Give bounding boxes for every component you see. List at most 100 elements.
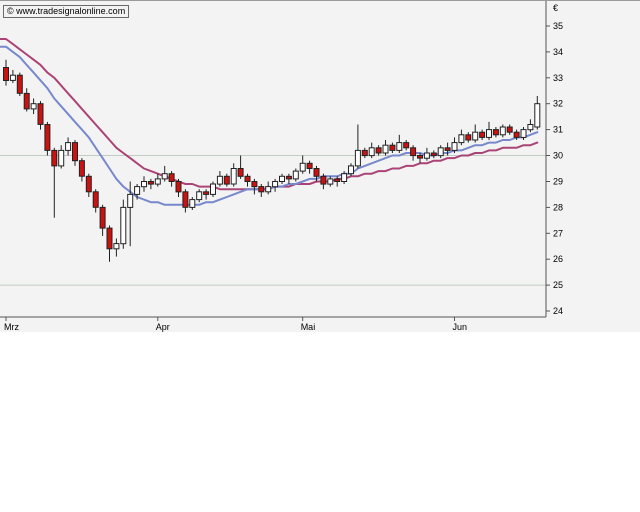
price-chart-panel: © www.tradesignalonline.com 24 25 26 27 28 29…	[0, 0, 640, 332]
candle-down	[506, 126, 513, 133]
y-tick-label: 29	[553, 177, 563, 187]
month-label: Jun	[453, 322, 468, 332]
candle-up	[458, 134, 465, 144]
candle-down	[444, 147, 451, 151]
candle-up	[396, 142, 403, 151]
candle-down	[410, 147, 417, 157]
candle-up	[292, 170, 299, 180]
candle-down	[244, 175, 251, 183]
candle-down	[258, 186, 265, 193]
candle-up	[230, 168, 237, 185]
candle-down	[320, 175, 327, 185]
candle-down	[361, 149, 368, 157]
empty-page-area	[0, 332, 640, 512]
y-tick-label: 27	[553, 228, 563, 238]
candle-up	[354, 149, 361, 167]
month-label: Mai	[301, 322, 316, 332]
candle-down	[513, 131, 520, 138]
candle-up	[437, 147, 444, 157]
y-tick-label: 31	[553, 125, 563, 135]
candle-down	[182, 191, 189, 208]
y-tick-label: 34	[553, 47, 563, 57]
candle-down	[175, 181, 182, 193]
candle-up	[134, 186, 141, 195]
watermark-label: © www.tradesignalonline.com	[3, 5, 130, 18]
candle-down	[465, 134, 472, 141]
candle-down	[479, 131, 486, 138]
candle-up	[216, 175, 223, 185]
candle-down	[417, 155, 423, 159]
candle-up	[189, 199, 196, 208]
candle-down	[85, 175, 92, 193]
candle-up	[423, 152, 430, 159]
candle-down	[403, 142, 410, 149]
y-tick-label: 28	[553, 202, 563, 212]
candle-down	[285, 175, 292, 180]
candle-down	[99, 206, 106, 229]
candle-up	[265, 186, 272, 193]
candle-up	[348, 165, 354, 175]
candle-down	[44, 124, 51, 151]
candle-down	[51, 149, 58, 167]
y-tick-label: 25	[553, 280, 563, 290]
candle-up	[341, 173, 348, 182]
candle-up	[527, 124, 534, 131]
y-tick-label: 35	[553, 21, 563, 31]
candle-down	[306, 162, 313, 170]
candle-down	[223, 175, 230, 185]
y-tick-label: 26	[553, 254, 563, 264]
candle-up	[9, 74, 16, 81]
candle-up	[327, 178, 334, 185]
candle-down	[389, 144, 396, 151]
candle-up	[520, 129, 527, 138]
candlestick-chart-svg: 24 25 26 27 28 29 30 31 32 33 34 35 € Mrz Apr Mai Jun	[0, 1, 563, 332]
candle-down	[78, 160, 85, 177]
candle-up	[272, 181, 279, 188]
moving-average-fast-line	[0, 45, 539, 206]
candle-down	[72, 142, 78, 162]
candle-down	[203, 191, 210, 195]
candle-down	[147, 181, 154, 185]
candle-up	[472, 131, 479, 141]
candle-down	[168, 173, 175, 182]
candle-down	[334, 178, 341, 182]
candle-down	[3, 67, 9, 81]
candle-up	[65, 142, 72, 151]
candle-up	[382, 144, 389, 154]
candle-down	[16, 74, 23, 94]
candle-up	[196, 191, 203, 201]
candle-up	[279, 175, 285, 183]
candle-up	[499, 126, 506, 136]
candle-down	[430, 152, 437, 157]
candle-down	[23, 92, 30, 110]
candle-up	[154, 178, 161, 185]
candle-up	[210, 183, 216, 195]
candle-up	[486, 129, 492, 138]
y-tick-label: 30	[553, 151, 563, 161]
candle-up	[120, 206, 127, 245]
candle-down	[37, 103, 44, 125]
currency-label: €	[553, 3, 558, 13]
candle-up	[113, 243, 120, 250]
candle-down	[237, 168, 244, 177]
candle-up	[58, 149, 65, 167]
candle-up	[127, 193, 134, 208]
candle-up	[299, 162, 306, 172]
candle-down	[251, 181, 258, 188]
candle-up	[368, 147, 375, 157]
y-tick-label: 24	[553, 306, 563, 316]
candle-down	[375, 147, 382, 154]
candle-up	[161, 173, 168, 180]
month-label: Apr	[156, 322, 170, 332]
candle-down	[106, 227, 113, 250]
y-tick-label: 33	[553, 73, 563, 83]
candle-down	[92, 191, 99, 208]
candle-down	[492, 129, 499, 136]
candle-down	[313, 168, 320, 177]
candle-up	[141, 181, 147, 188]
candle-up	[534, 103, 541, 128]
candle-up	[451, 142, 458, 151]
month-label: Mrz	[4, 322, 19, 332]
y-tick-label: 32	[553, 99, 563, 109]
